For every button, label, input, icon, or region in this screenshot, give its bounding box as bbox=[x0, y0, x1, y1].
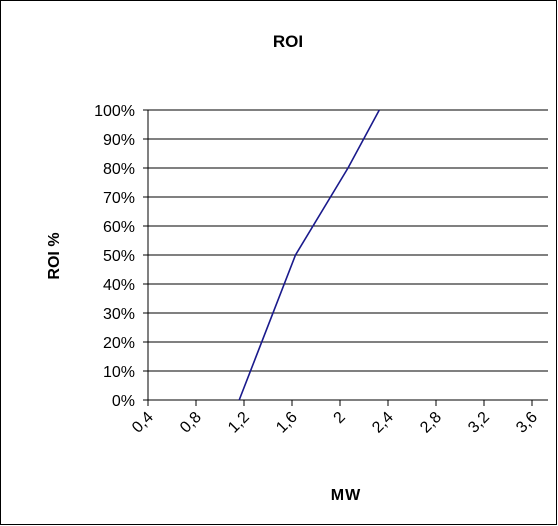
y-tick-label: 20% bbox=[103, 335, 135, 352]
y-tick-label: 90% bbox=[103, 132, 135, 149]
y-tick-label: 60% bbox=[103, 219, 135, 236]
y-tick-label: 100% bbox=[94, 103, 135, 120]
grid-layer bbox=[148, 109, 548, 372]
y-axis-label: ROI % bbox=[46, 232, 63, 279]
axis-layer bbox=[143, 109, 548, 406]
y-tick-label: 50% bbox=[103, 248, 135, 265]
y-tick-label: 70% bbox=[103, 190, 135, 207]
y-tick-label: 40% bbox=[103, 277, 135, 294]
y-tick-label: 10% bbox=[103, 364, 135, 381]
chart-title: ROI bbox=[273, 32, 303, 51]
x-axis-label: MW bbox=[331, 487, 361, 504]
series-line bbox=[238, 109, 381, 401]
y-tick-label: 80% bbox=[103, 161, 135, 178]
y-tick-label: 30% bbox=[103, 306, 135, 323]
series-layer bbox=[238, 109, 381, 401]
y-tick-label: 0% bbox=[112, 393, 135, 410]
